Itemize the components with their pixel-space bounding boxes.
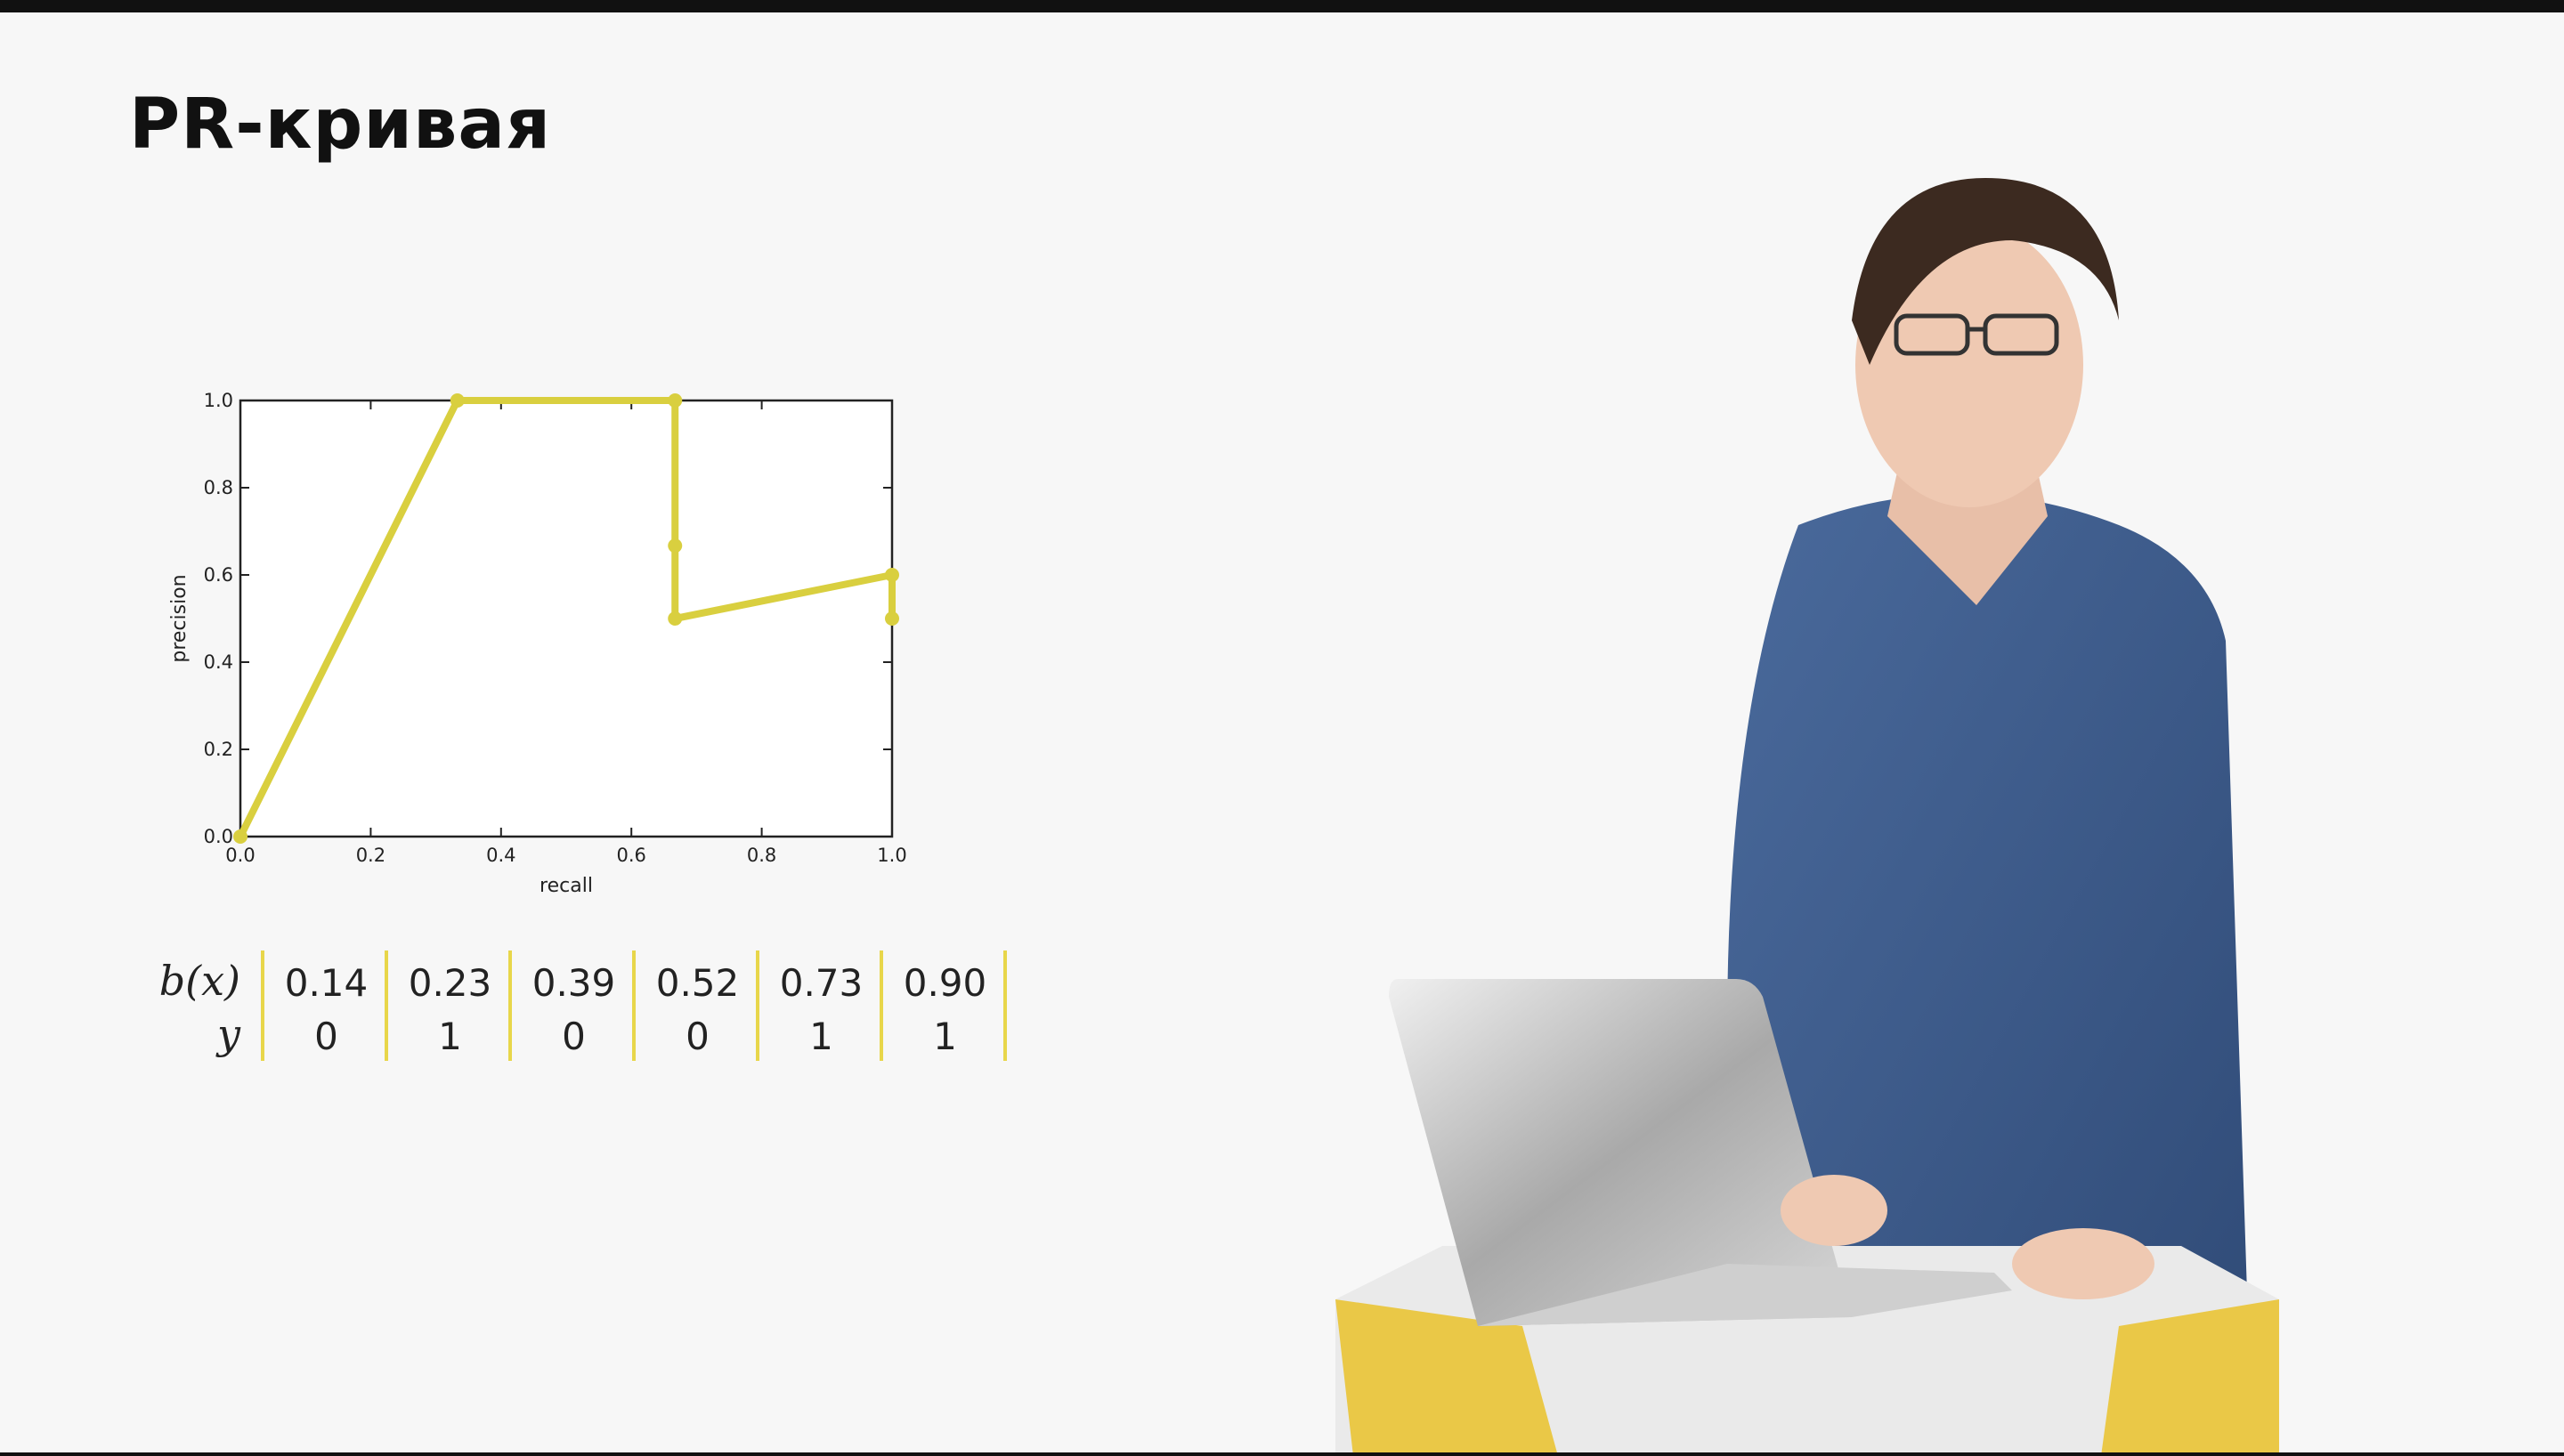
table-cell-bx: 0.14 <box>284 961 369 1005</box>
table-cell-y: 1 <box>438 1015 462 1058</box>
pr-curve-point <box>450 393 465 408</box>
head-shape <box>1855 222 2083 507</box>
pr-curve-point <box>885 611 899 626</box>
table-cell-bx: 0.90 <box>903 961 987 1005</box>
y-axis-label: precision <box>168 574 191 662</box>
x-tick-label: 0.6 <box>616 845 645 866</box>
table-cell-bx: 0.73 <box>779 961 864 1005</box>
table-cell-y: 0 <box>562 1015 586 1058</box>
y-tick-label: 1.0 <box>204 390 233 411</box>
table-separator <box>632 950 636 1061</box>
x-tick-label: 1.0 <box>877 845 906 866</box>
table-separator <box>261 950 264 1061</box>
table-separator <box>756 950 759 1061</box>
pr-curve-point <box>668 538 683 554</box>
x-tick-label: 0.8 <box>747 845 776 866</box>
glasses-right <box>1983 313 2059 356</box>
y-tick-label: 0.8 <box>204 477 233 498</box>
row-label-bx: b(x) <box>158 957 240 1005</box>
pr-curve-point <box>885 568 899 582</box>
y-tick-label: 0.6 <box>204 564 233 586</box>
podium-yellow-right <box>2101 1299 2279 1456</box>
row-label-y: y <box>217 1010 240 1058</box>
x-tick-label: 0.4 <box>486 845 515 866</box>
right-hand <box>2012 1228 2154 1299</box>
x-tick-label: 0.0 <box>225 845 255 866</box>
plot-frame <box>239 399 894 838</box>
x-axis-label: recall <box>540 875 593 897</box>
podium-yellow-left <box>1335 1299 1558 1456</box>
laptop-lid <box>1389 979 1852 1326</box>
table-cell-y: 1 <box>933 1015 957 1058</box>
table-separator <box>1003 950 1007 1061</box>
pr-curve-point <box>233 829 247 844</box>
table-cell-bx: 0.39 <box>531 961 616 1005</box>
table-cell-y: 0 <box>686 1015 710 1058</box>
table-cell-y: 0 <box>314 1015 338 1058</box>
y-tick-label: 0.4 <box>204 651 233 673</box>
table-separator <box>385 950 388 1061</box>
table-cell-bx: 0.23 <box>408 961 492 1005</box>
bottom-letterbox-bar <box>0 1452 2564 1456</box>
slide-title: PR-кривая <box>129 85 552 165</box>
table-cell-y: 1 <box>809 1015 833 1058</box>
table-separator <box>880 950 883 1061</box>
y-tick-label: 0.0 <box>204 826 233 847</box>
table-cell-bx: 0.52 <box>655 961 740 1005</box>
pr-curve-point <box>668 393 683 408</box>
glasses-left <box>1894 313 1970 356</box>
presenter-illustration <box>1335 178 2279 1456</box>
pr-curve-point <box>668 611 683 626</box>
y-tick-label: 0.2 <box>204 739 233 760</box>
table-separator <box>508 950 512 1061</box>
pr-curve-chart: 0.0 0.2 0.4 0.6 0.8 1.0 0.0 0.2 0.4 0.6 0.8 1.0 reca… <box>168 390 907 897</box>
left-hand <box>1781 1175 1887 1246</box>
top-letterbox-bar <box>0 0 2564 12</box>
hair-shape <box>1852 178 2119 365</box>
laptop-base <box>1478 1264 2012 1326</box>
x-tick-label: 0.2 <box>356 845 385 866</box>
